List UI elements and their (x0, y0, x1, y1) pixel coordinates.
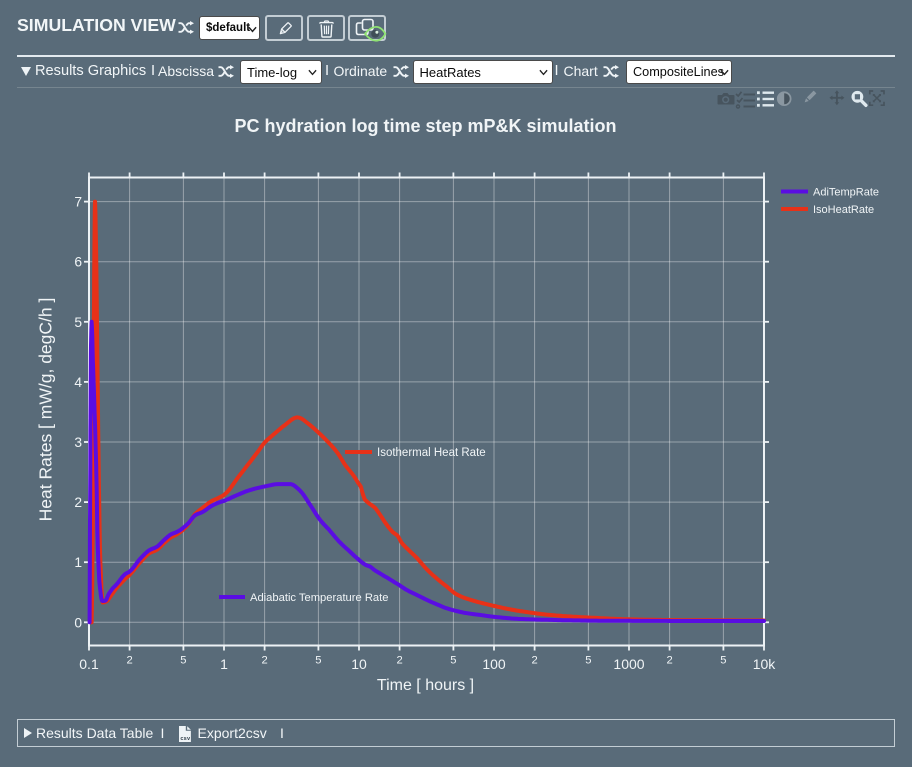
svg-text:2: 2 (261, 655, 267, 667)
svg-text:Time [ hours ]: Time [ hours ] (377, 677, 474, 694)
svg-text:0.1: 0.1 (79, 656, 99, 672)
svg-text:5: 5 (74, 315, 82, 330)
svg-text:5: 5 (720, 655, 726, 667)
svg-text:3: 3 (74, 435, 82, 450)
svg-text:Heat Rates [ mW/g, degC/h ]: Heat Rates [ mW/g, degC/h ] (36, 298, 56, 522)
svg-text:0: 0 (74, 615, 82, 630)
svg-text:10: 10 (351, 656, 367, 672)
svg-text:2: 2 (396, 655, 402, 667)
svg-text:7: 7 (74, 195, 82, 210)
svg-text:1000: 1000 (613, 656, 644, 672)
svg-text:Adiabatic Temperature Rate: Adiabatic Temperature Rate (250, 592, 388, 604)
svg-text:5: 5 (450, 655, 456, 667)
svg-text:5: 5 (315, 655, 321, 667)
svg-text:6: 6 (74, 255, 82, 270)
svg-text:1: 1 (74, 555, 82, 570)
svg-text:AdiTempRate: AdiTempRate (813, 187, 879, 199)
svg-text:10k: 10k (753, 656, 777, 672)
svg-text:PC hydration log time step mP&: PC hydration log time step mP&K simulati… (234, 116, 616, 136)
svg-text:2: 2 (74, 495, 82, 510)
svg-text:5: 5 (180, 655, 186, 667)
svg-text:100: 100 (482, 656, 506, 672)
svg-text:Isothermal Heat Rate: Isothermal Heat Rate (377, 447, 486, 459)
svg-text:2: 2 (531, 655, 537, 667)
svg-text:4: 4 (74, 375, 82, 390)
svg-text:csv: csv (180, 736, 191, 742)
svg-text:1: 1 (220, 656, 228, 672)
svg-text:5: 5 (585, 655, 591, 667)
svg-text:IsoHeatRate: IsoHeatRate (813, 204, 874, 216)
svg-text:2: 2 (666, 655, 672, 667)
svg-text:2: 2 (126, 655, 132, 667)
